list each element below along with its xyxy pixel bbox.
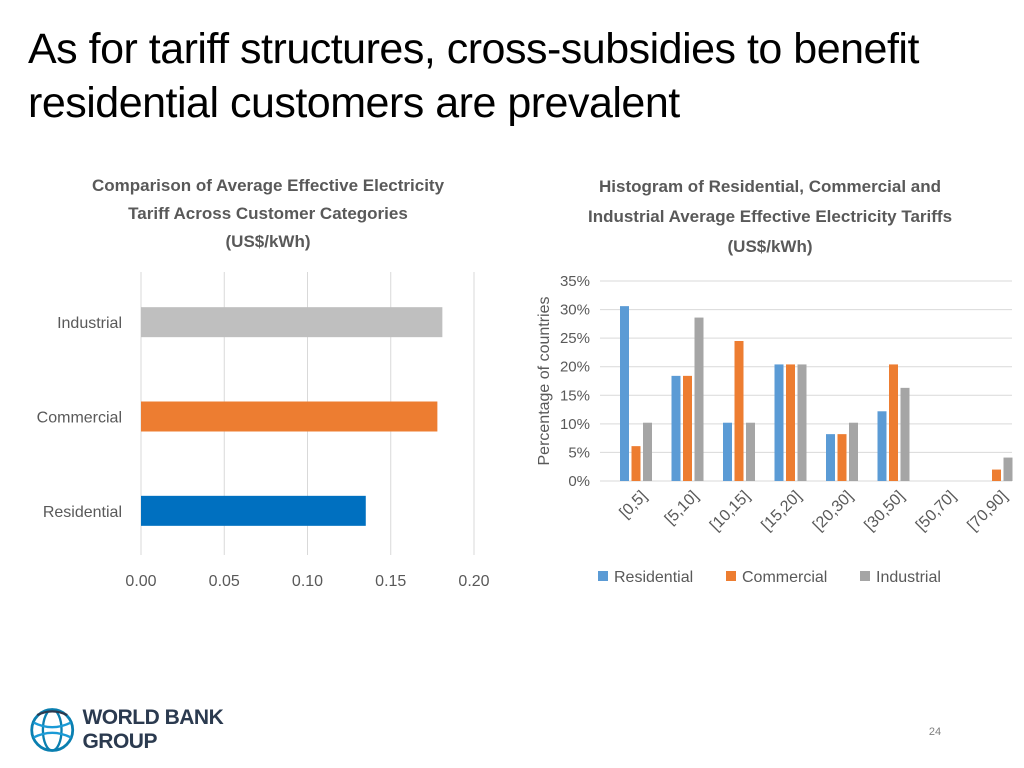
- globe-icon: [30, 708, 75, 752]
- right-y-tick-label: 10%: [560, 416, 590, 433]
- left-x-tick-label: 0.00: [125, 573, 156, 590]
- hist-bar-residential: [620, 306, 629, 481]
- right-y-tick-label: 5%: [568, 444, 590, 461]
- left-x-tick-label: 0.15: [375, 573, 406, 590]
- logo-text: WORLD BANK GROUP: [82, 706, 224, 753]
- legend-swatch-commercial: [726, 571, 736, 581]
- hist-bar-industrial: [694, 317, 704, 481]
- left-category-label: Industrial: [57, 315, 122, 332]
- hist-bar-commercial: [683, 375, 692, 481]
- right-y-tick-label: 0%: [568, 473, 590, 490]
- right-chart-title: Histogram of Residential, Commercial and…: [587, 177, 953, 256]
- left-chart-title: Comparison of Average Effective Electric…: [91, 176, 445, 251]
- hist-bar-industrial: [643, 422, 652, 481]
- hist-bar-industrial: [746, 422, 755, 481]
- legend-swatch-industrial: [860, 571, 870, 581]
- legend-label-residential: Residential: [614, 569, 693, 586]
- right-y-tick-label: 25%: [560, 330, 590, 347]
- left-category-label: Residential: [43, 504, 122, 521]
- right-y-tick-label: 20%: [560, 359, 590, 376]
- hist-bar-residential: [774, 364, 784, 481]
- left-bar-commercial: [141, 401, 438, 432]
- hist-bar-commercial: [631, 446, 641, 481]
- hist-bar-industrial: [900, 387, 910, 481]
- hist-bar-residential: [671, 375, 681, 481]
- left-bar-residential: [141, 495, 366, 526]
- right-y-tick-label: 30%: [560, 302, 590, 319]
- hist-category-label: [10,15]: [707, 488, 754, 535]
- right-y-tick-label: 15%: [560, 387, 590, 404]
- hist-bar-commercial: [837, 434, 847, 481]
- hist-category-label: [15,20]: [758, 488, 805, 535]
- legend-swatch-residential: [598, 571, 608, 581]
- hist-bar-residential: [877, 411, 887, 481]
- hist-bar-industrial: [849, 422, 858, 481]
- hist-bar-commercial: [889, 364, 898, 481]
- hist-bar-residential: [723, 422, 732, 481]
- hist-category-label: [20,30]: [810, 488, 857, 535]
- left-x-tick-label: 0.20: [458, 573, 489, 590]
- slide-title: As for tariff structures, cross-subsidie…: [28, 25, 919, 127]
- hist-category-label: [5,10]: [662, 488, 702, 528]
- hist-category-label: [50,70]: [913, 488, 960, 535]
- hist-bar-industrial: [797, 364, 807, 481]
- legend-label-industrial: Industrial: [876, 569, 941, 586]
- left-x-tick-label: 0.10: [292, 573, 323, 590]
- hist-category-label: [30,50]: [861, 488, 908, 535]
- hist-bar-industrial: [1003, 457, 1013, 481]
- hist-bar-commercial: [786, 364, 795, 481]
- left-category-label: Commercial: [37, 410, 122, 427]
- right-y-axis-label: Percentage of countries: [536, 297, 553, 466]
- logo: WORLD BANK GROUP: [28, 698, 288, 762]
- hist-category-label: [0,5]: [617, 488, 651, 522]
- legend-label-commercial: Commercial: [742, 569, 827, 586]
- hist-bar-residential: [826, 434, 835, 481]
- right-y-tick-label: 35%: [560, 273, 590, 290]
- hist-bar-commercial: [734, 341, 744, 481]
- left-bar-industrial: [141, 307, 443, 338]
- hist-category-label: [70,90]: [964, 488, 1011, 535]
- left-x-tick-label: 0.05: [209, 573, 240, 590]
- page-number: 24: [928, 726, 942, 738]
- hist-bar-commercial: [992, 469, 1001, 481]
